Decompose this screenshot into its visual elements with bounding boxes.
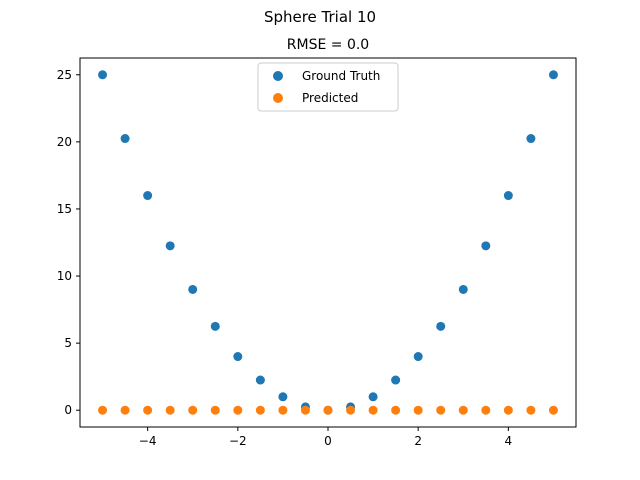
ground-truth-point [391,375,401,385]
legend: Ground Truth Predicted [257,62,399,112]
predicted-point [391,405,401,415]
predicted-point [143,405,153,415]
ground-truth-point [413,352,423,362]
predicted-point [300,405,310,415]
y-tick-label: 0 [64,403,72,417]
ground-truth-point [98,70,108,80]
predicted-point [413,405,423,415]
ground-truth-point [210,321,220,331]
ground-truth-point [436,321,446,331]
points-layer [98,70,558,415]
plot-frame [79,57,577,428]
x-tick-label: 4 [505,434,513,448]
ground-truth-point [548,70,558,80]
legend-label-ground-truth: Ground Truth [302,69,380,83]
predicted-point [255,405,265,415]
predicted-point [481,405,491,415]
y-tick-label: 15 [57,202,72,216]
predicted-point [188,405,198,415]
ground-truth-point [188,284,198,294]
ground-truth-point [255,375,265,385]
ground-truth-point [233,352,243,362]
legend-marker-predicted [273,93,283,103]
predicted-point [368,405,378,415]
ground-truth-point [165,241,175,251]
predicted-point [346,405,356,415]
predicted-point [210,405,220,415]
ground-truth-point [503,191,513,201]
legend-box [257,62,399,112]
y-tick-label: 25 [57,68,72,82]
legend-label-predicted: Predicted [302,91,358,105]
x-tick-label: −4 [139,434,157,448]
ground-truth-point [143,191,153,201]
x-tick-label: 2 [414,434,422,448]
predicted-point [233,405,243,415]
predicted-point [436,405,446,415]
y-tick-label: 20 [57,135,72,149]
y-axis-ticks: 0 5 10 15 20 25 [57,68,80,417]
ground-truth-point [481,241,491,251]
predicted-point [98,405,108,415]
x-tick-label: −2 [229,434,247,448]
predicted-point [526,405,536,415]
ground-truth-point [526,134,536,144]
predicted-point [548,405,558,415]
ground-truth-point [278,392,288,402]
predicted-point [165,405,175,415]
legend-marker-ground-truth [273,71,283,81]
ground-truth-point [458,284,468,294]
predicted-point [503,405,513,415]
chart-suptitle: Sphere Trial 10 [264,8,376,26]
x-axis-ticks: −4 −2 0 2 4 [139,427,512,448]
predicted-point [278,405,288,415]
x-tick-label: 0 [324,434,332,448]
chart-title: RMSE = 0.0 [287,37,369,53]
y-tick-label: 10 [57,269,72,283]
ground-truth-point [368,392,378,402]
y-tick-label: 5 [64,336,72,350]
predicted-point [323,405,333,415]
predicted-point [120,405,130,415]
ground-truth-point [120,134,130,144]
predicted-point [458,405,468,415]
